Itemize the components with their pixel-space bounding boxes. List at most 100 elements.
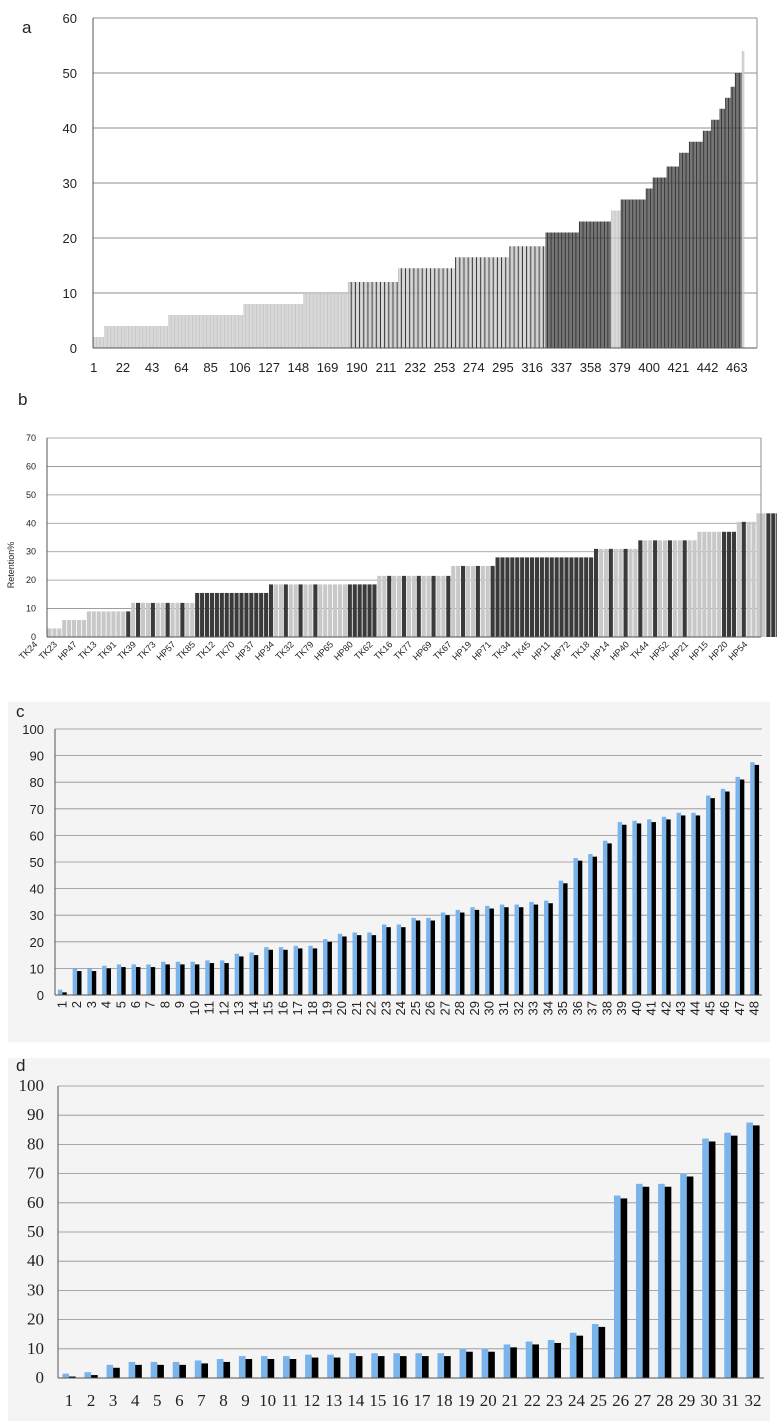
x-tick-label-a: 106 <box>229 360 251 375</box>
bar-c <box>548 903 553 995</box>
bar-d <box>194 1360 202 1378</box>
bar-b <box>421 575 426 637</box>
bar-a <box>606 221 608 348</box>
bar-b <box>613 548 618 637</box>
x-tick-label-c: 7 <box>143 1001 158 1008</box>
y-tick-label-d: 50 <box>27 1222 44 1241</box>
bar-a <box>320 293 322 348</box>
bar-b <box>589 557 594 637</box>
bar-a <box>684 152 686 348</box>
bar-c <box>298 948 303 995</box>
bar-b <box>406 575 411 637</box>
bar-a <box>154 326 156 348</box>
x-tick-label-c: 18 <box>305 1001 320 1015</box>
bar-d <box>444 1356 451 1378</box>
bar-a <box>136 326 138 348</box>
bar-d <box>686 1176 694 1378</box>
bar-a <box>272 304 274 348</box>
bar-a <box>725 97 727 348</box>
bar-a <box>498 257 500 348</box>
bar-a <box>182 315 184 348</box>
bar-d <box>349 1353 356 1378</box>
x-tick-label-d: 11 <box>281 1391 297 1410</box>
bar-a <box>526 246 528 348</box>
bar-b <box>81 619 86 637</box>
bar-b <box>254 592 259 637</box>
bar-a <box>190 315 192 348</box>
bar-a <box>360 282 362 348</box>
bar-b <box>72 619 77 637</box>
y-tick-label-c: 20 <box>30 935 44 950</box>
x-tick-label-c: 20 <box>334 1001 349 1015</box>
bar-a <box>569 232 571 348</box>
bar-c <box>102 965 107 995</box>
bar-a <box>161 326 163 348</box>
bar-a <box>249 304 251 348</box>
bar-a <box>734 73 736 348</box>
bar-a <box>567 232 569 348</box>
bar-a <box>140 326 142 348</box>
bar-a <box>385 282 387 348</box>
bar-a <box>340 293 343 348</box>
bar-b <box>200 592 205 637</box>
bar-c <box>175 961 181 995</box>
bar-a <box>598 221 600 348</box>
bar-d <box>267 1359 275 1378</box>
bar-a <box>527 246 529 348</box>
bar-a <box>576 232 578 348</box>
x-tick-label-c: 38 <box>599 1001 614 1015</box>
bar-a <box>677 166 679 348</box>
bar-a <box>372 282 375 348</box>
bar-c <box>87 968 92 995</box>
bar-b <box>352 584 357 637</box>
bar-b <box>722 531 727 637</box>
x-tick-label-c: 33 <box>526 1001 541 1015</box>
bar-a <box>729 97 731 348</box>
bar-a <box>393 282 395 348</box>
bar-a <box>475 257 478 348</box>
bar-c <box>283 949 288 995</box>
bar-b <box>623 548 628 637</box>
bar-b <box>539 557 544 637</box>
bar-a <box>577 232 579 348</box>
bar-b <box>52 628 57 637</box>
x-tick-label-d: 23 <box>546 1391 563 1410</box>
bar-d <box>730 1135 738 1378</box>
y-tick-label-c: 0 <box>37 988 44 1003</box>
bar-c <box>588 854 593 995</box>
bar-a <box>187 315 189 348</box>
bar-a <box>683 152 685 348</box>
bar-d <box>113 1367 120 1378</box>
bar-b <box>273 584 279 637</box>
bar-b <box>57 628 62 637</box>
bar-c <box>577 860 583 995</box>
bar-a <box>720 108 723 348</box>
bar-a <box>665 177 667 348</box>
bar-a <box>705 130 707 348</box>
x-tick-label-c: 26 <box>423 1001 438 1015</box>
bar-a <box>286 304 288 348</box>
bar-a <box>203 315 205 348</box>
bar-a <box>718 119 720 348</box>
bar-a <box>332 293 334 348</box>
bar-d <box>547 1340 555 1378</box>
bar-a <box>676 166 678 348</box>
bar-a <box>622 199 624 348</box>
bar-a <box>655 177 657 348</box>
bar-a <box>615 210 617 348</box>
bar-a <box>254 304 256 348</box>
x-tick-label-a: 358 <box>580 360 602 375</box>
bar-b <box>392 575 397 637</box>
bar-b <box>756 513 761 637</box>
bar-a <box>400 268 402 348</box>
bar-b <box>593 548 599 637</box>
y-tick-label-c: 30 <box>30 908 44 923</box>
bar-d <box>399 1356 407 1378</box>
x-tick-label-d: 14 <box>347 1391 365 1410</box>
bar-b <box>150 602 155 637</box>
bar-b <box>298 584 303 637</box>
bar-a <box>592 221 594 348</box>
x-tick-label-d: 17 <box>414 1391 432 1410</box>
bar-a <box>601 221 603 348</box>
bar-a <box>269 304 272 348</box>
